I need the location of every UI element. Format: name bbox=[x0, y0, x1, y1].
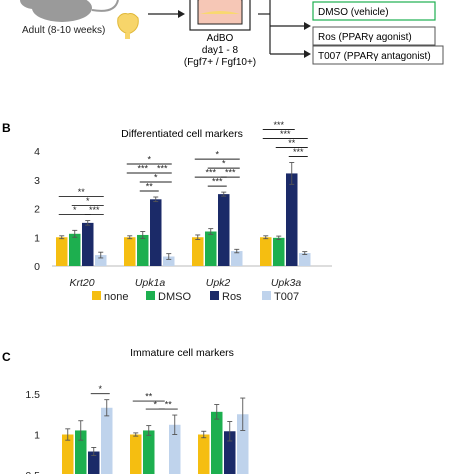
adbo-factors: (Fgf7+ / Fgf10+) bbox=[184, 57, 256, 68]
bar-ros-2 bbox=[218, 194, 230, 266]
bar-t007-3 bbox=[299, 253, 311, 266]
bar-ros-0 bbox=[88, 451, 100, 474]
bar-none-1 bbox=[124, 237, 136, 266]
legend-swatch-t007 bbox=[262, 291, 271, 300]
significance-stars: ** bbox=[145, 392, 153, 402]
bar-ros-3 bbox=[286, 173, 298, 266]
y-tick-label: 1 bbox=[34, 232, 40, 244]
panel-label-b: B bbox=[2, 121, 11, 135]
adult-mouse-label: Adult (8-10 weeks) bbox=[22, 25, 105, 36]
bar-none-2 bbox=[192, 237, 204, 266]
legend: none DMSO Ros T007 bbox=[92, 291, 299, 303]
category-label: Krt20 bbox=[69, 277, 94, 289]
significance-stars: *** bbox=[273, 120, 284, 130]
bar-none-1 bbox=[130, 434, 142, 474]
significance-stars: ** bbox=[288, 138, 296, 148]
mouse-icon bbox=[20, 0, 119, 22]
arrow-head-icon bbox=[304, 22, 311, 30]
significance-stars: * bbox=[154, 173, 158, 183]
legend-label-dmso: DMSO bbox=[158, 291, 191, 303]
panel-b: B Differentiated cell markers 0 1 2 3 4 Krt20… bbox=[2, 120, 332, 289]
significance-stars: *** bbox=[212, 177, 223, 187]
y-tick-label: 1.5 bbox=[25, 389, 40, 401]
bar-none-3 bbox=[260, 237, 272, 266]
chart-c-title: Immature cell markers bbox=[130, 347, 234, 359]
adbo-days: day1 - 8 bbox=[202, 45, 239, 56]
bar-t007-1 bbox=[169, 424, 181, 474]
treatment-box-t007 bbox=[312, 45, 444, 65]
arrow-head-icon bbox=[304, 50, 311, 58]
bar-none-0 bbox=[56, 237, 68, 266]
bar-dmso-2 bbox=[205, 231, 217, 266]
significance-stars: * bbox=[98, 384, 102, 394]
y-tick-label: 3 bbox=[34, 175, 40, 187]
category-label: Upk1a bbox=[135, 277, 166, 289]
y-tick-label: 2 bbox=[34, 204, 40, 216]
chart-b-title: Differentiated cell markers bbox=[121, 128, 243, 140]
branch-arrows bbox=[258, 0, 304, 55]
significance-stars: ** bbox=[146, 182, 154, 192]
bar-dmso-3 bbox=[273, 237, 285, 266]
significance-stars: *** bbox=[157, 164, 168, 174]
bar-t007-2 bbox=[231, 251, 243, 266]
significance-stars: ** bbox=[165, 400, 173, 410]
bar-dmso-0 bbox=[75, 430, 87, 474]
bar-dmso-2 bbox=[211, 411, 223, 474]
bar-t007-1 bbox=[163, 256, 175, 266]
schematic: Adult (8-10 weeks) AdBO day1 - 8 (Fgf7+ … bbox=[20, 0, 444, 68]
legend-swatch-none bbox=[92, 291, 101, 300]
significance-stars: * bbox=[215, 150, 219, 160]
treatment-box-dmso bbox=[312, 1, 436, 21]
significance-stars: *** bbox=[225, 168, 236, 178]
y-tick-label: 0.5 bbox=[25, 470, 40, 474]
treatment-dmso-label: DMSO (vehicle) bbox=[318, 7, 389, 18]
bar-none-2 bbox=[198, 434, 210, 474]
legend-label-none: none bbox=[104, 291, 128, 303]
y-tick-label: 4 bbox=[34, 146, 40, 158]
bar-t007-2 bbox=[237, 414, 249, 474]
legend-swatch-ros bbox=[210, 291, 219, 300]
legend-swatch-dmso bbox=[146, 291, 155, 300]
significance-stars: *** bbox=[137, 164, 148, 174]
bar-ros-0 bbox=[82, 222, 94, 266]
significance-stars: * bbox=[86, 196, 90, 206]
treatment-box-ros bbox=[312, 26, 436, 46]
bar-t007-0 bbox=[101, 407, 113, 474]
bar-none-0 bbox=[62, 434, 74, 474]
legend-label-ros: Ros bbox=[222, 291, 242, 303]
bar-dmso-1 bbox=[143, 430, 155, 474]
significance-stars: * bbox=[222, 159, 226, 169]
y-tick-label: 0 bbox=[34, 261, 40, 273]
arrow-head-icon bbox=[178, 10, 185, 18]
bladder-icon bbox=[117, 13, 139, 39]
bar-t007-0 bbox=[95, 255, 107, 266]
adbo-title: AdBO bbox=[207, 33, 234, 44]
significance-stars: ** bbox=[78, 187, 86, 197]
panel-label-c: C bbox=[2, 350, 11, 364]
category-label: Upk3a bbox=[271, 277, 302, 289]
category-label: Upk2 bbox=[206, 277, 231, 289]
significance-stars: * bbox=[147, 155, 151, 165]
treatment-t007-label: T007 (PPARγ antagonist) bbox=[318, 51, 431, 62]
bar-ros-1 bbox=[150, 199, 162, 266]
bar-ros-2 bbox=[224, 431, 236, 474]
significance-stars: *** bbox=[280, 129, 291, 139]
significance-stars: *** bbox=[205, 168, 216, 178]
significance-stars: *** bbox=[89, 205, 100, 215]
panel-c: C Immature cell markers 0.511.5****** bbox=[2, 347, 249, 474]
bar-dmso-1 bbox=[137, 234, 149, 266]
legend-label-t007: T007 bbox=[274, 291, 299, 303]
bar-dmso-0 bbox=[69, 233, 81, 266]
treatment-ros-label: Ros (PPARγ agonist) bbox=[318, 32, 412, 43]
y-tick-label: 1 bbox=[34, 430, 40, 442]
significance-stars: * bbox=[73, 205, 77, 215]
significance-stars: * bbox=[153, 400, 157, 410]
significance-stars: *** bbox=[293, 147, 304, 157]
culture-dish-icon bbox=[197, 0, 243, 25]
